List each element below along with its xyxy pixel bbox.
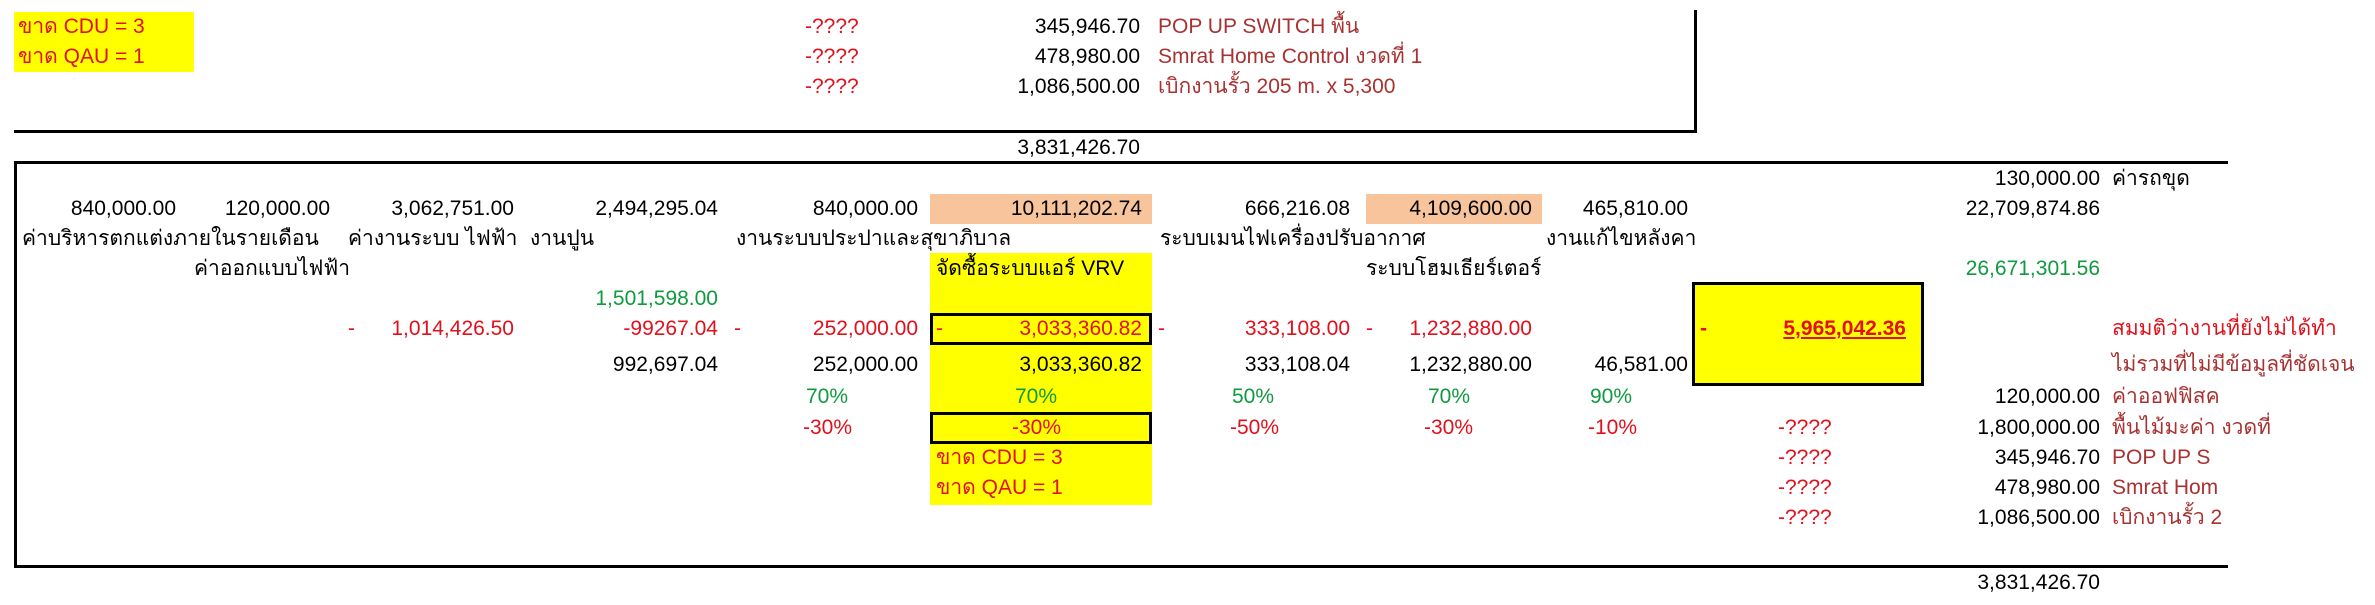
right-row-4-desc: Smrat Hom <box>2112 476 2219 499</box>
top-row-3-desc: เบิกงานรั้ว 205 m. x 5,300 <box>1158 75 1396 98</box>
vrv-pct-outline <box>930 412 1152 444</box>
label-plumbing: งานระบบประปาและสุขาภิบาล <box>736 227 1012 250</box>
label-aircon-main: ระบบเมนไฟเครื่องปรับอากาศ <box>1160 227 1426 250</box>
right-row-1-amount: 120,000.00 <box>1994 385 2100 408</box>
red-c2-dash: - <box>734 317 741 340</box>
red-c5-dash: - <box>1366 317 1373 340</box>
pct-pos-plumbing: 70% <box>806 385 849 408</box>
red-c5: 1,232,880.00 <box>1409 317 1532 340</box>
vrv-column-highlight <box>930 253 1152 505</box>
label-admin-interior: ค่าบริหารตกแต่งภายในรายเดือน <box>22 227 319 250</box>
amount-electric: 3,062,751.00 <box>391 197 514 220</box>
top-row-1-mark: -???? <box>805 15 859 38</box>
pct-neg-vrv: -30% <box>1012 416 1062 439</box>
red-c4-dash: - <box>1158 317 1165 340</box>
top-total: 3,831,426.70 <box>1017 136 1140 159</box>
vrv-note-qau: ขาด QAU = 1 <box>936 476 1063 499</box>
red-c4: 333,108.00 <box>1244 317 1350 340</box>
grand-total: 22,709,874.86 <box>1965 197 2100 220</box>
right-row-2-amount: 1,800,000.00 <box>1977 416 2100 439</box>
pct-neg-roof: -10% <box>1588 416 1638 439</box>
right-row-2-mark: -???? <box>1778 416 1832 439</box>
label-cement: งานปูน <box>530 227 595 250</box>
amount-aircon-main: 666,216.08 <box>1244 197 1350 220</box>
pct-pos-aircon: 50% <box>1232 385 1275 408</box>
amount-plumbing: 840,000.00 <box>812 197 918 220</box>
black-c6: 46,581.00 <box>1594 353 1688 376</box>
green-subtotal: 1,501,598.00 <box>595 287 718 310</box>
top-row-1-amount: 345,946.70 <box>1034 15 1140 38</box>
vrv-note-cdu: ขาด CDU = 3 <box>936 446 1063 469</box>
pct-pos-roof: 90% <box>1590 385 1633 408</box>
pct-neg-aircon: -50% <box>1230 416 1280 439</box>
amount-roof: 465,810.00 <box>1582 197 1688 220</box>
red-big-total: 5,965,042.36 <box>1783 317 1906 340</box>
right-row-5-amount: 1,086,500.00 <box>1977 506 2100 529</box>
top-row-3-amount: 1,086,500.00 <box>1017 75 1140 98</box>
main-border-bottom <box>14 565 2228 568</box>
top-border-bottom <box>14 130 1697 133</box>
label-electric-system: ค่างานระบบ ไฟฟ้า <box>348 227 518 250</box>
amount-design: 120,000.00 <box>224 197 330 220</box>
black-c3: 252,000.00 <box>812 353 918 376</box>
pct-pos-vrv: 70% <box>1015 385 1058 408</box>
top-note-qau: ขาด QAU = 1 <box>14 42 194 72</box>
right-row-1-desc: ค่าออฟฟิสค <box>2112 385 2220 408</box>
label-electric-design: ค่าออกแบบไฟฟ้า <box>194 257 351 280</box>
top-border-right <box>1694 10 1697 133</box>
red-c3: 252,000.00 <box>812 317 918 340</box>
label-vrv-purchase: จัดซื้อระบบแอร์ VRV <box>936 257 1125 280</box>
pct-neg-theater: -30% <box>1424 416 1474 439</box>
black-vrv: 3,033,360.82 <box>1019 353 1142 376</box>
car-fee-amount: 130,000.00 <box>1994 167 2100 190</box>
red-c2: -99267.04 <box>623 317 718 340</box>
label-home-theater: ระบบโฮมเธียร์เตอร์ <box>1366 257 1542 280</box>
label-roof: งานแก้ไขหลังคา <box>1546 227 1697 250</box>
amount-home-theater: 4,109,600.00 <box>1366 194 1542 224</box>
red-c1: 1,014,426.50 <box>391 317 514 340</box>
red-big-dash: - <box>1700 317 1707 340</box>
top-row-2-mark: -???? <box>805 45 859 68</box>
amount-vrv-total: 10,111,202.74 <box>930 194 1152 224</box>
right-row-3-desc: POP UP S <box>2112 446 2211 469</box>
big-total-highlight <box>1694 284 1922 384</box>
red-vrv: 3,033,360.82 <box>1019 317 1142 340</box>
right-row-4-mark: -???? <box>1778 476 1832 499</box>
top-row-2-desc: Smrat Home Control งวดที่ 1 <box>1158 45 1423 68</box>
top-note-cdu: ขาด CDU = 3 <box>14 12 194 42</box>
main-border-left <box>14 161 17 568</box>
top-row-1-desc: POP UP SWITCH พื้น <box>1158 15 1360 38</box>
right-row-3-mark: -???? <box>1778 446 1832 469</box>
pct-pos-theater: 70% <box>1428 385 1471 408</box>
green-total: 26,671,301.56 <box>1965 257 2100 280</box>
black-c2: 992,697.04 <box>612 353 718 376</box>
main-border-top <box>14 161 2228 164</box>
right-row-2-desc: พื้นไม้มะค่า งวดที่ <box>2112 416 2271 439</box>
black-c5: 1,232,880.00 <box>1409 353 1532 376</box>
top-row-3-mark: -???? <box>805 75 859 98</box>
right-row-4-amount: 478,980.00 <box>1994 476 2100 499</box>
pct-neg-plumbing: -30% <box>803 416 853 439</box>
red-c1-dash: - <box>348 317 355 340</box>
note-unfinished-work: สมมติว่างานที่ยังไม่ได้ทำ <box>2112 317 2337 340</box>
vrv-red-outline <box>930 313 1152 345</box>
top-row-2-amount: 478,980.00 <box>1034 45 1140 68</box>
black-c4: 333,108.04 <box>1244 353 1350 376</box>
car-fee-label: ค่ารถขุด <box>2112 167 2190 190</box>
bottom-total: 3,831,426.70 <box>1977 571 2100 594</box>
right-row-5-mark: -???? <box>1778 506 1832 529</box>
red-vrv-dash: - <box>936 317 943 340</box>
right-row-5-desc: เบิกงานรั้ว 2 <box>2112 506 2223 529</box>
big-total-outline <box>1692 282 1924 386</box>
right-row-3-amount: 345,946.70 <box>1994 446 2100 469</box>
amount-admin: 840,000.00 <box>70 197 176 220</box>
amount-cement: 2,494,295.04 <box>595 197 718 220</box>
note-unclear-data: ไม่รวมที่ไม่มีข้อมูลที่ชัดเจน <box>2112 353 2355 376</box>
